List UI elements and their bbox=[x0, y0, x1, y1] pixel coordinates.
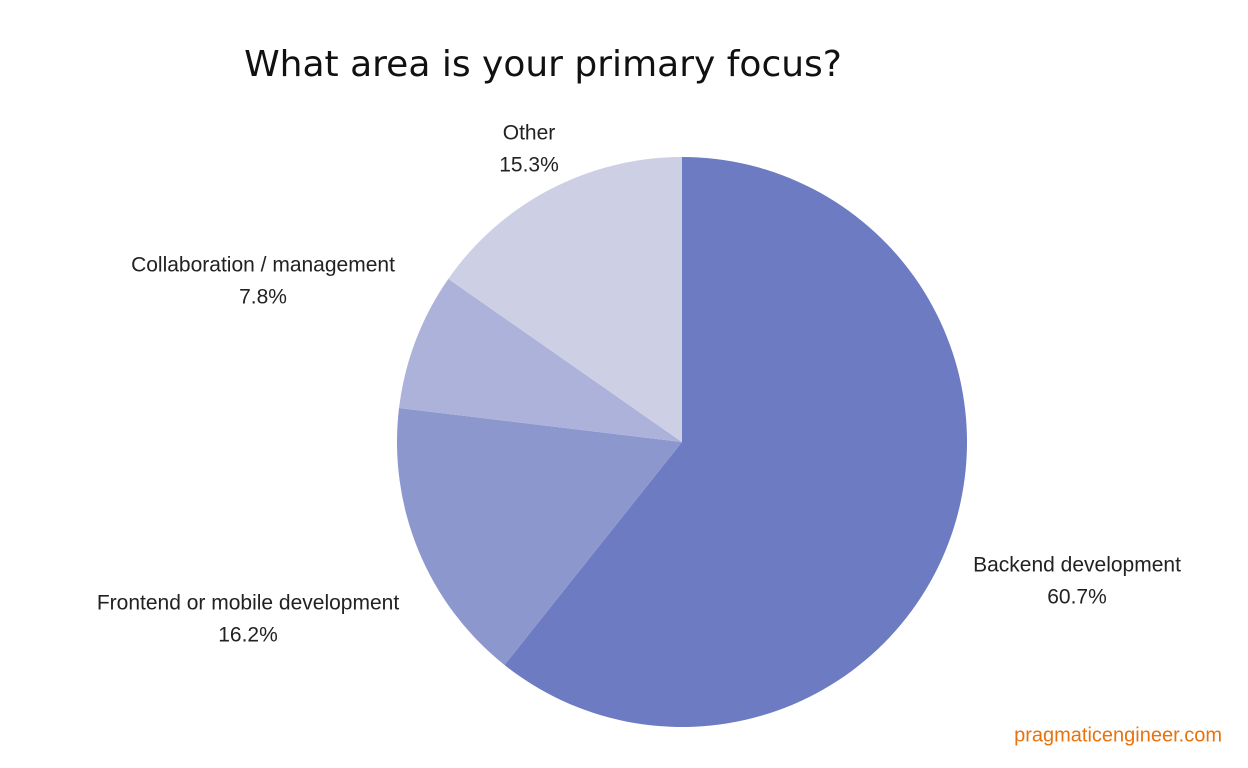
pie-slice bbox=[399, 278, 682, 442]
slice-value-label: 15.3% bbox=[499, 154, 559, 177]
chart-title: What area is your primary focus? bbox=[244, 44, 842, 85]
slice-label: Frontend or mobile development bbox=[97, 592, 400, 615]
slice-value-label: 16.2% bbox=[218, 624, 278, 647]
slice-label: Backend development bbox=[973, 554, 1181, 577]
slice-label: Other bbox=[503, 122, 556, 145]
pie-slice bbox=[397, 408, 682, 665]
pie-slice bbox=[504, 157, 967, 727]
pie-slice bbox=[448, 157, 682, 442]
source: pragmaticengineer.com bbox=[1014, 724, 1222, 746]
slice-value-label: 60.7% bbox=[1047, 586, 1107, 609]
slice-value-label: 7.8% bbox=[239, 286, 287, 309]
slice-label: Collaboration / management bbox=[131, 254, 395, 277]
